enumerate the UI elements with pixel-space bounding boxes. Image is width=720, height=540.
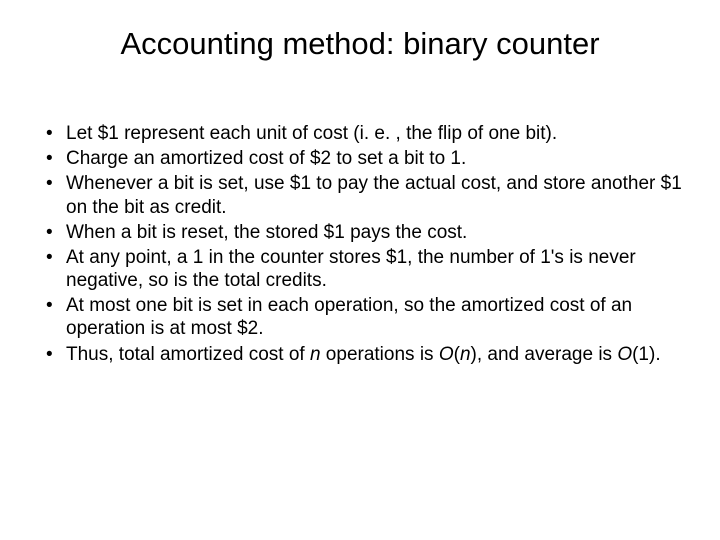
list-item: Let $1 represent each unit of cost (i. e… <box>44 122 686 145</box>
list-item: Whenever a bit is set, use $1 to pay the… <box>44 172 686 218</box>
bullet-text: At most one bit is set in each operation… <box>66 295 632 339</box>
bullet-text: Thus, total amortized cost of n operatio… <box>66 344 661 365</box>
list-item: At any point, a 1 in the counter stores … <box>44 246 686 292</box>
list-item: Charge an amortized cost of $2 to set a … <box>44 147 686 170</box>
list-item: At most one bit is set in each operation… <box>44 294 686 340</box>
bullet-text: Whenever a bit is set, use $1 to pay the… <box>66 173 682 217</box>
bullet-text: At any point, a 1 in the counter stores … <box>66 247 636 291</box>
bullet-text: Charge an amortized cost of $2 to set a … <box>66 148 466 169</box>
bullet-text: When a bit is reset, the stored $1 pays … <box>66 222 467 243</box>
slide: Accounting method: binary counter Let $1… <box>0 0 720 540</box>
list-item: Thus, total amortized cost of n operatio… <box>44 343 686 366</box>
bullet-list: Let $1 represent each unit of cost (i. e… <box>34 122 686 366</box>
bullet-text: Let $1 represent each unit of cost (i. e… <box>66 123 557 144</box>
list-item: When a bit is reset, the stored $1 pays … <box>44 221 686 244</box>
slide-title: Accounting method: binary counter <box>34 26 686 62</box>
